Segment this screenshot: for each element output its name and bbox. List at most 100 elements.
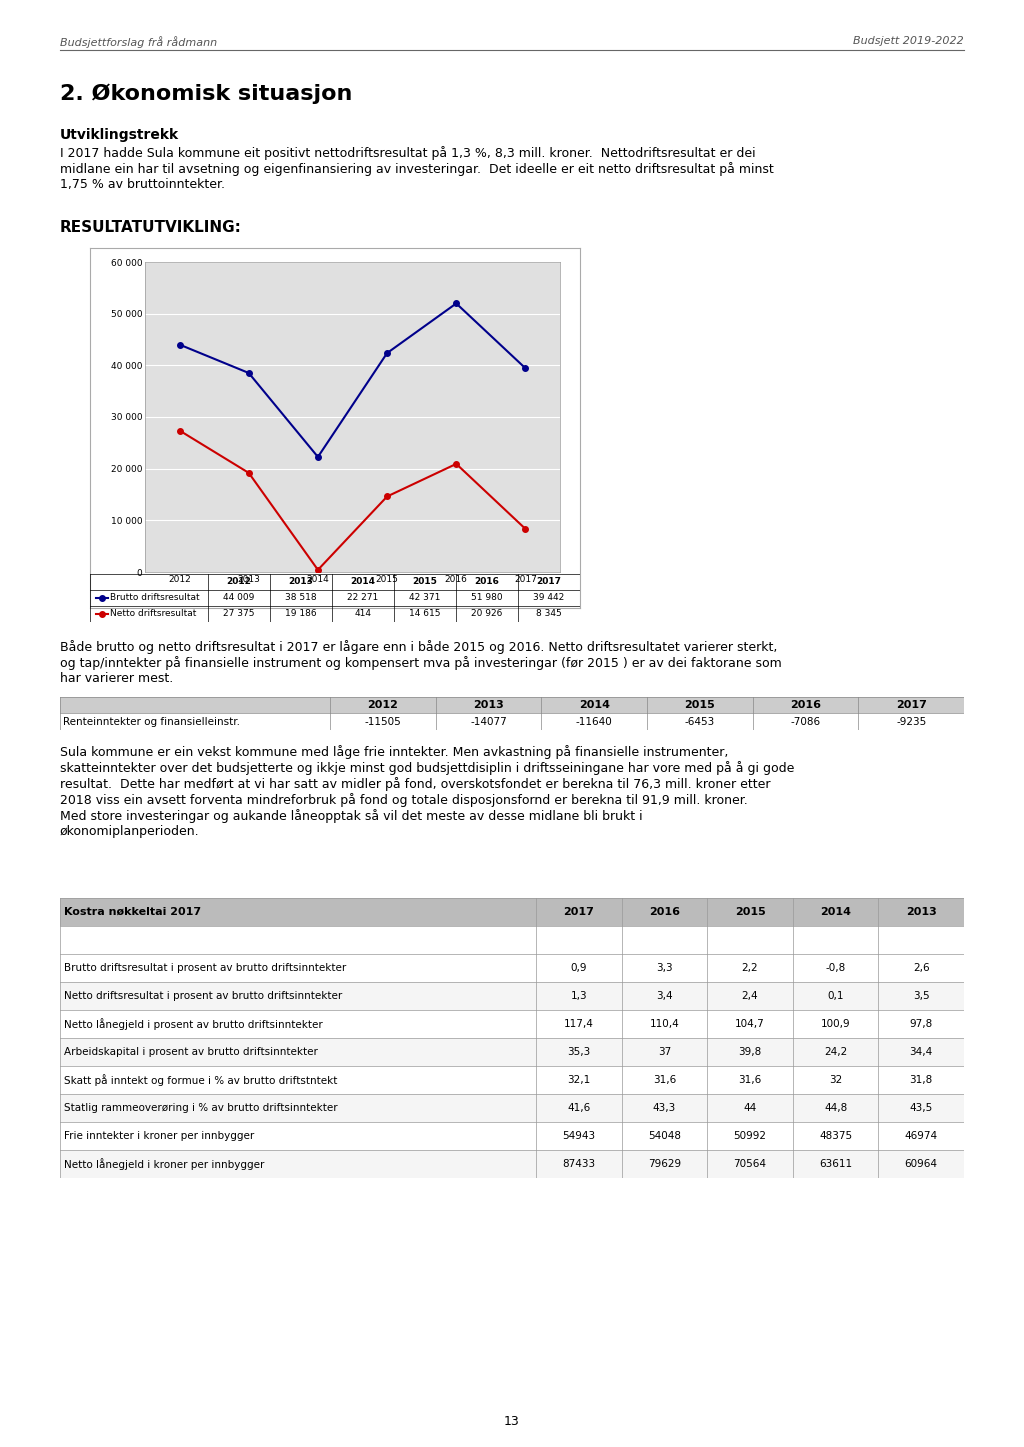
Text: har varierer mest.: har varierer mest. xyxy=(60,671,173,684)
Text: Statlig rammeoverøring i % av brutto driftsinntekter: Statlig rammeoverøring i % av brutto dri… xyxy=(63,1103,338,1113)
Text: 46974: 46974 xyxy=(904,1132,938,1142)
Text: 3,4: 3,4 xyxy=(656,991,673,1001)
Text: 2014: 2014 xyxy=(579,700,609,710)
Text: 48375: 48375 xyxy=(819,1132,852,1142)
Text: 22 271: 22 271 xyxy=(347,593,379,602)
Bar xyxy=(60,1066,964,1094)
Text: 2016: 2016 xyxy=(474,577,500,586)
Text: 41,6: 41,6 xyxy=(567,1103,591,1113)
Text: 2015: 2015 xyxy=(734,907,765,917)
Text: resultat.  Dette har medført at vi har satt av midler på fond, overskotsfondet e: resultat. Dette har medført at vi har sa… xyxy=(60,777,770,792)
Text: 31,6: 31,6 xyxy=(738,1075,762,1085)
Text: 2015: 2015 xyxy=(684,700,715,710)
Text: 51 980: 51 980 xyxy=(471,593,503,602)
Text: 2016: 2016 xyxy=(649,907,680,917)
Text: Netto lånegjeld i kroner per innbygger: Netto lånegjeld i kroner per innbygger xyxy=(63,1158,264,1171)
Text: 35,3: 35,3 xyxy=(567,1048,591,1056)
Text: 3,5: 3,5 xyxy=(912,991,930,1001)
Text: 2017: 2017 xyxy=(563,907,594,917)
Text: 2015: 2015 xyxy=(413,577,437,586)
Text: Budsjett 2019-2022: Budsjett 2019-2022 xyxy=(853,36,964,46)
Text: 20 926: 20 926 xyxy=(471,609,503,618)
Text: 43,5: 43,5 xyxy=(909,1103,933,1113)
Text: 14 615: 14 615 xyxy=(410,609,440,618)
Text: -6453: -6453 xyxy=(685,716,715,726)
Text: I 2017 hadde Sula kommune eit positivt nettodriftsresultat på 1,3 %, 8,3 mill. k: I 2017 hadde Sula kommune eit positivt n… xyxy=(60,146,756,161)
Text: midlane ein har til avsetning og eigenfinansiering av investeringar.  Det ideell: midlane ein har til avsetning og eigenfi… xyxy=(60,162,774,177)
Text: 31,8: 31,8 xyxy=(909,1075,933,1085)
Text: 2017: 2017 xyxy=(896,700,927,710)
Text: 54048: 54048 xyxy=(648,1132,681,1142)
Bar xyxy=(60,899,964,926)
Text: 2,4: 2,4 xyxy=(741,991,759,1001)
Text: 2017: 2017 xyxy=(537,577,561,586)
Text: -0,8: -0,8 xyxy=(825,964,846,972)
Text: 0,1: 0,1 xyxy=(827,991,844,1001)
Text: Sula kommune er ein vekst kommune med låge frie inntekter. Men avkastning på fin: Sula kommune er ein vekst kommune med lå… xyxy=(60,745,728,760)
Text: 3,3: 3,3 xyxy=(656,964,673,972)
Text: 44 009: 44 009 xyxy=(223,593,255,602)
Text: 13: 13 xyxy=(504,1415,520,1428)
Text: 2. Økonomisk situasjon: 2. Økonomisk situasjon xyxy=(60,82,352,104)
Bar xyxy=(60,1150,964,1178)
Bar xyxy=(60,983,964,1010)
Text: RESULTATUTVIKLING:: RESULTATUTVIKLING: xyxy=(60,220,242,234)
Text: 24,2: 24,2 xyxy=(824,1048,847,1056)
Text: 2012: 2012 xyxy=(368,700,398,710)
Text: 1,75 % av bruttoinntekter.: 1,75 % av bruttoinntekter. xyxy=(60,178,225,191)
Text: og tap/inntekter på finansielle instrument og kompensert mva på investeringar (f: og tap/inntekter på finansielle instrume… xyxy=(60,655,781,670)
Text: 87433: 87433 xyxy=(562,1159,595,1169)
Text: Kostra nøkkeltai 2017: Kostra nøkkeltai 2017 xyxy=(63,907,201,917)
Bar xyxy=(60,926,964,954)
Text: 44: 44 xyxy=(743,1103,757,1113)
Text: 19 186: 19 186 xyxy=(286,609,316,618)
Text: -9235: -9235 xyxy=(896,716,927,726)
Text: Brutto driftsresultat: Brutto driftsresultat xyxy=(110,593,200,602)
Text: Brutto driftsresultat i prosent av brutto driftsinntekter: Brutto driftsresultat i prosent av brutt… xyxy=(63,964,346,972)
Text: 97,8: 97,8 xyxy=(909,1019,933,1029)
Text: 414: 414 xyxy=(354,609,372,618)
Text: Med store investeringar og aukande låneopptak så vil det meste av desse midlane : Med store investeringar og aukande låneo… xyxy=(60,809,643,823)
Text: Arbeidskapital i prosent av brutto driftsinntekter: Arbeidskapital i prosent av brutto drift… xyxy=(63,1048,317,1056)
Text: 2014: 2014 xyxy=(820,907,851,917)
Text: 34,4: 34,4 xyxy=(909,1048,933,1056)
Text: 2013: 2013 xyxy=(473,700,504,710)
Text: 39 442: 39 442 xyxy=(534,593,564,602)
Text: 2013: 2013 xyxy=(906,907,937,917)
Text: 32: 32 xyxy=(829,1075,842,1085)
Text: 8 345: 8 345 xyxy=(537,609,562,618)
Bar xyxy=(60,954,964,983)
Bar xyxy=(60,1094,964,1121)
Text: 110,4: 110,4 xyxy=(649,1019,679,1029)
Text: -14077: -14077 xyxy=(470,716,507,726)
Text: Netto driftsresultat: Netto driftsresultat xyxy=(110,609,197,618)
Text: 2018 viss ein avsett forventa mindreforbruk på fond og totale disposjonsfornd er: 2018 viss ein avsett forventa mindreforb… xyxy=(60,793,748,807)
Text: 1,3: 1,3 xyxy=(570,991,587,1001)
Text: -7086: -7086 xyxy=(791,716,820,726)
Text: 79629: 79629 xyxy=(648,1159,681,1169)
Text: 2012: 2012 xyxy=(226,577,252,586)
Text: 44,8: 44,8 xyxy=(824,1103,847,1113)
Text: 43,3: 43,3 xyxy=(652,1103,676,1113)
Text: 117,4: 117,4 xyxy=(564,1019,594,1029)
Text: skatteinntekter over det budsjetterte og ikkje minst god budsjettdisiplin i drif: skatteinntekter over det budsjetterte og… xyxy=(60,761,795,776)
Text: 31,6: 31,6 xyxy=(652,1075,676,1085)
Text: 2014: 2014 xyxy=(350,577,376,586)
Text: Frie inntekter i kroner per innbygger: Frie inntekter i kroner per innbygger xyxy=(63,1132,254,1142)
Text: 100,9: 100,9 xyxy=(821,1019,850,1029)
Text: 63611: 63611 xyxy=(819,1159,852,1169)
Text: 0,9: 0,9 xyxy=(570,964,587,972)
Text: Netto lånegjeld i prosent av brutto driftsinntekter: Netto lånegjeld i prosent av brutto drif… xyxy=(63,1019,323,1030)
Text: 27 375: 27 375 xyxy=(223,609,255,618)
Text: Netto driftsresultat i prosent av brutto driftsinntekter: Netto driftsresultat i prosent av brutto… xyxy=(63,991,342,1001)
Bar xyxy=(60,1037,964,1066)
Text: Budsjettforslag frå rådmann: Budsjettforslag frå rådmann xyxy=(60,36,217,48)
Text: Utviklingstrekk: Utviklingstrekk xyxy=(60,127,179,142)
Text: 50992: 50992 xyxy=(733,1132,767,1142)
Text: -11640: -11640 xyxy=(575,716,612,726)
Text: 2016: 2016 xyxy=(790,700,821,710)
Text: 2,2: 2,2 xyxy=(741,964,759,972)
Text: 38 518: 38 518 xyxy=(286,593,316,602)
Text: -11505: -11505 xyxy=(365,716,401,726)
Text: økonomiplanperioden.: økonomiplanperioden. xyxy=(60,825,200,838)
